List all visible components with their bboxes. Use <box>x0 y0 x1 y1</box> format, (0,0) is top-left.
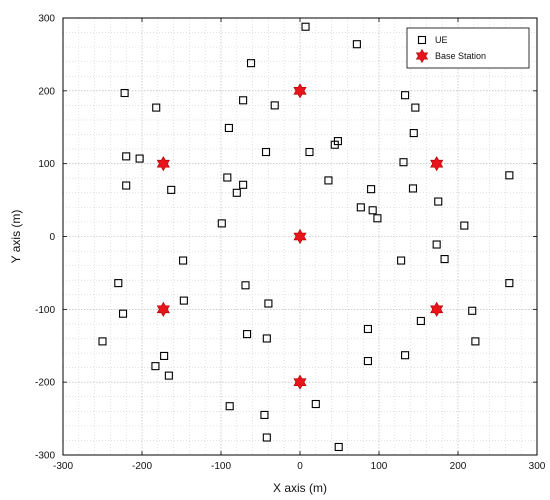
ue-marker <box>120 88 129 98</box>
ue-marker <box>164 371 173 380</box>
legend-ue-marker <box>417 35 427 45</box>
y-tick-label: 0 <box>49 232 55 243</box>
ue-marker <box>152 103 161 112</box>
ue-marker <box>399 158 408 167</box>
ue-marker <box>261 147 271 157</box>
ue-marker <box>160 351 169 360</box>
ue-marker <box>151 362 160 371</box>
ue-marker <box>118 309 128 318</box>
ue-marker <box>363 324 372 334</box>
y-tick-label: 100 <box>38 159 55 170</box>
y-tick-label: -300 <box>35 451 55 462</box>
ue-marker <box>408 184 418 193</box>
x-tick-label: 300 <box>529 461 546 472</box>
ue-marker <box>505 279 514 288</box>
ue-marker <box>262 433 271 442</box>
y-tick-label: 300 <box>38 14 55 25</box>
ue-marker <box>440 255 449 264</box>
ue-marker <box>505 171 514 180</box>
x-tick-label: 200 <box>450 461 467 472</box>
ue-marker <box>243 330 252 339</box>
y-tick-label: -100 <box>35 305 55 316</box>
base-station-series <box>156 83 444 390</box>
x-tick-label: 100 <box>371 461 388 472</box>
ue-marker <box>179 296 188 305</box>
ue-marker <box>262 334 271 343</box>
ue-marker <box>356 203 365 212</box>
legend-base-station-marker <box>415 48 429 64</box>
ue-marker <box>223 173 232 182</box>
ue-marker <box>416 316 425 326</box>
y-axis-title: Y axis (m) <box>9 210 23 264</box>
ue-marker <box>333 137 342 146</box>
ue-marker <box>411 103 420 112</box>
ue-marker <box>460 221 469 230</box>
ue-marker <box>260 410 269 419</box>
ue-marker <box>367 185 376 194</box>
ue-marker <box>217 219 226 228</box>
ue-marker <box>98 337 107 346</box>
x-tick-label: -100 <box>211 461 231 472</box>
ue-marker <box>368 206 377 215</box>
base-station-marker <box>293 228 307 245</box>
ue-marker <box>241 281 250 290</box>
ue-marker <box>122 152 131 161</box>
ue-marker <box>224 123 233 133</box>
base-station-marker <box>156 156 170 172</box>
ue-marker <box>401 91 410 100</box>
tick-labels: -300 -200 -100 0 100 200 300 -300 -200 -100 0 100 20… <box>35 14 546 473</box>
base-station-marker <box>430 156 444 172</box>
ue-marker <box>432 240 441 249</box>
ue-marker <box>468 306 477 315</box>
ue-marker <box>363 356 372 366</box>
legend-base-station-label: Base Station <box>435 51 486 61</box>
ue-marker <box>311 399 320 409</box>
ue-marker <box>434 197 443 206</box>
base-station-marker <box>430 301 444 317</box>
base-station-marker <box>293 374 307 390</box>
ue-marker <box>239 180 248 189</box>
ue-marker <box>114 279 123 288</box>
ue-marker <box>397 256 406 265</box>
base-station-marker <box>156 301 170 317</box>
x-tick-label: -300 <box>53 461 73 472</box>
ue-marker <box>167 185 176 194</box>
ue-marker <box>264 299 273 308</box>
ue-marker <box>324 176 333 185</box>
ue-marker <box>122 181 131 190</box>
base-station-marker <box>293 83 307 99</box>
ue-marker <box>352 40 361 49</box>
x-axis-title: X axis (m) <box>273 481 327 495</box>
ue-marker <box>373 214 382 223</box>
ue-marker <box>409 129 418 138</box>
y-tick-label: 200 <box>38 86 55 97</box>
ue-marker <box>135 154 144 163</box>
legend: UE Base Station <box>406 27 530 69</box>
ue-marker <box>239 96 248 105</box>
ue-marker <box>471 337 480 346</box>
ue-marker <box>301 22 310 31</box>
ue-series <box>98 22 514 452</box>
ue-marker <box>305 147 314 157</box>
ue-marker <box>401 351 410 360</box>
ue-marker <box>179 256 188 265</box>
axis-ticks <box>62 17 538 456</box>
x-tick-label: -200 <box>132 461 152 472</box>
ue-marker <box>334 442 343 452</box>
ue-marker <box>232 188 241 197</box>
ue-marker <box>270 101 279 110</box>
legend-box <box>406 27 530 69</box>
legend-ue-label: UE <box>435 35 448 45</box>
y-tick-label: -200 <box>35 378 55 389</box>
x-tick-label: 0 <box>297 461 303 472</box>
ue-marker <box>225 402 234 411</box>
ue-marker <box>246 59 256 68</box>
